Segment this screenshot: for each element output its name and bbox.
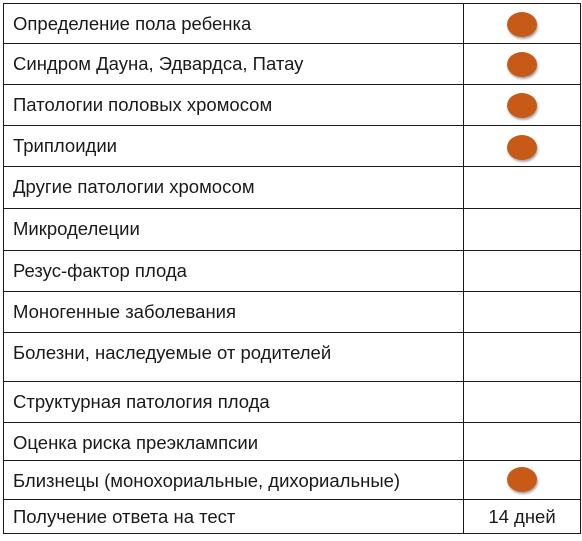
table-row: Моногенные заболевания <box>3 291 581 333</box>
included-dot-icon <box>507 52 537 77</box>
row-mark-cell <box>463 3 581 44</box>
row-mark-cell <box>463 84 581 126</box>
included-dot-icon <box>507 12 537 37</box>
row-label: Моногенные заболевания <box>3 291 464 333</box>
table-row: Другие патологии хромосом <box>3 166 581 209</box>
row-label: Микроделеции <box>3 208 464 251</box>
row-mark-cell <box>463 166 581 209</box>
included-dot-icon <box>507 93 537 118</box>
row-mark-cell <box>463 208 581 251</box>
row-label: Синдром Дауна, Эдвардса, Патау <box>3 43 464 85</box>
row-label: Патологии половых хромосом <box>3 84 464 126</box>
row-label: Болезни, наследуемые от родителей <box>3 332 464 382</box>
table-row: Синдром Дауна, Эдвардса, Патау <box>3 43 581 85</box>
table-row: Оценка риска преэклампсии <box>3 422 581 461</box>
table-row: Триплоидии <box>3 125 581 167</box>
row-label: Другие патологии хромосом <box>3 166 464 209</box>
row-mark-cell <box>463 460 581 500</box>
table-row: Получение ответа на тест 14 дней <box>3 499 581 534</box>
row-mark-cell <box>463 422 581 461</box>
row-label: Определение пола ребенка <box>3 3 464 44</box>
row-label: Оценка риска преэклампсии <box>3 422 464 461</box>
row-label: Резус-фактор плода <box>3 250 464 292</box>
features-table: Определение пола ребенка Синдром Дауна, … <box>3 3 581 534</box>
row-label: Триплоидии <box>3 125 464 167</box>
row-mark-cell <box>463 381 581 423</box>
table-row: Определение пола ребенка <box>3 3 581 44</box>
included-dot-icon <box>507 135 537 160</box>
table-row: Структурная патология плода <box>3 381 581 423</box>
response-time-value: 14 дней <box>488 506 556 527</box>
included-dot-icon <box>507 467 537 492</box>
table-row: Патологии половых хромосом <box>3 84 581 126</box>
table-row: Близнецы (монохориальные, дихориальные) <box>3 460 581 500</box>
table-row: Болезни, наследуемые от родителей <box>3 332 581 382</box>
row-mark-cell <box>463 250 581 292</box>
row-mark-cell: 14 дней <box>463 499 581 534</box>
row-mark-cell <box>463 291 581 333</box>
row-mark-cell <box>463 43 581 85</box>
row-label: Структурная патология плода <box>3 381 464 423</box>
table-row: Микроделеции <box>3 208 581 251</box>
row-mark-cell <box>463 125 581 167</box>
row-mark-cell <box>463 332 581 382</box>
table-row: Резус-фактор плода <box>3 250 581 292</box>
row-label: Получение ответа на тест <box>3 499 464 534</box>
row-label: Близнецы (монохориальные, дихориальные) <box>3 460 464 500</box>
